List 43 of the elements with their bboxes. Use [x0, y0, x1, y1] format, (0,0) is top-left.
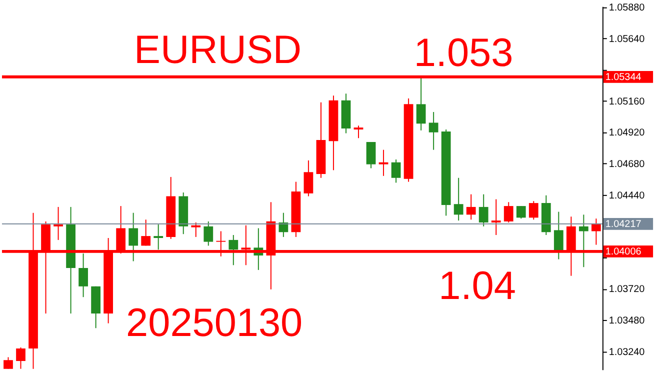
annotation: 20250130 — [126, 300, 303, 345]
candlestick — [428, 112, 438, 150]
candlestick — [204, 220, 214, 246]
candlestick — [78, 253, 88, 298]
ref-line-label: 1.05344 — [605, 72, 642, 83]
candlestick — [366, 142, 376, 169]
y-tick-label: 1.04920 — [608, 128, 646, 139]
candlestick — [391, 158, 401, 184]
candlestick — [478, 194, 488, 227]
candlestick — [354, 125, 364, 139]
candlestick — [528, 200, 538, 220]
candlestick — [141, 219, 151, 246]
candlestick — [191, 222, 201, 238]
candlestick — [154, 224, 164, 250]
candlestick — [466, 194, 476, 220]
candlestick — [554, 211, 564, 260]
y-tick-label: 1.05640 — [608, 34, 646, 45]
candlestick — [128, 212, 138, 262]
candlestick — [4, 356, 13, 370]
ref-line-label: 1.04006 — [605, 246, 642, 258]
y-tick-label: 1.05880 — [608, 2, 646, 14]
y-tick-label: 1.03480 — [608, 316, 646, 327]
candlestick — [454, 177, 464, 222]
candlestick — [228, 234, 238, 266]
candlestick — [504, 202, 514, 223]
y-tick-label: 1.04440 — [608, 190, 646, 202]
y-tick-label: 1.04680 — [608, 159, 646, 170]
y-tick-label: 1.05160 — [608, 96, 646, 108]
candlestick — [578, 214, 588, 268]
candlestick — [591, 218, 601, 246]
text: EURUSD — [134, 28, 302, 72]
annotation: 1.053 — [414, 30, 514, 75]
annotation: 1.04 — [438, 264, 516, 308]
ref-line-label: 1.04217 — [605, 218, 642, 230]
y-tick-label: 1.03240 — [608, 346, 646, 358]
candlestick — [516, 206, 526, 220]
candlestick — [54, 206, 63, 240]
candlestick — [416, 76, 426, 131]
candlestick — [304, 160, 314, 197]
candlestick — [16, 346, 26, 370]
y-tick-label: 1.03720 — [608, 284, 646, 296]
candlestick — [378, 149, 388, 176]
candlestick — [491, 198, 501, 236]
